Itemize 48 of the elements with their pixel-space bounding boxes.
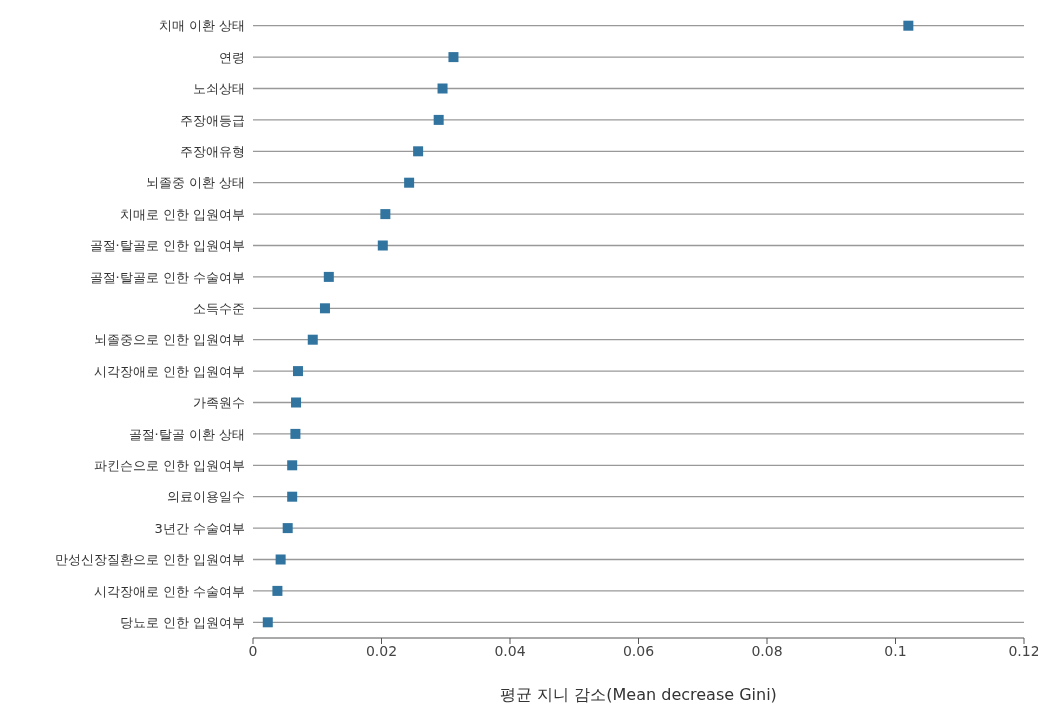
y-tick-label: 치매로 인한 입원여부 bbox=[119, 206, 245, 222]
y-tick-label: 당뇨로 인한 입원여부 bbox=[119, 614, 245, 630]
point bbox=[275, 554, 286, 565]
point bbox=[291, 397, 302, 408]
point bbox=[292, 366, 303, 377]
x-tick-label: 0.08 bbox=[751, 642, 783, 659]
y-tick-label: 골절·탈골로 인한 수술여부 bbox=[89, 269, 245, 285]
point bbox=[319, 303, 330, 314]
y-tick-label: 뇌졸중으로 인한 입원여부 bbox=[93, 332, 245, 348]
point bbox=[307, 334, 318, 345]
point bbox=[448, 52, 459, 63]
y-tick-label: 소득수준 bbox=[193, 300, 245, 316]
y-tick-label: 뇌졸중 이환 상태 bbox=[145, 175, 245, 191]
y-tick-label: 노쇠상태 bbox=[193, 81, 245, 97]
x-tick-label: 0.1 bbox=[884, 642, 907, 659]
y-tick-label: 골절·탈골로 인한 입원여부 bbox=[89, 238, 245, 254]
x-axis-title: 평균 지니 감소(Mean decrease Gini) bbox=[500, 685, 777, 704]
y-tick-label: 주장애등급 bbox=[180, 112, 245, 128]
point bbox=[282, 523, 293, 534]
point bbox=[323, 271, 334, 282]
y-tick-label: 만성신장질환으로 인한 입원여부 bbox=[54, 552, 245, 568]
point bbox=[380, 209, 391, 220]
y-tick-label: 연령 bbox=[219, 49, 245, 65]
point bbox=[262, 617, 273, 628]
y-tick-label: 3년간 수술여부 bbox=[154, 520, 245, 536]
y-tick-label: 가족원수 bbox=[193, 395, 245, 411]
y-tick-label: 골절·탈골 이환 상태 bbox=[128, 426, 245, 442]
y-tick-label: 주장애유형 bbox=[180, 143, 245, 159]
point bbox=[290, 428, 301, 439]
x-tick-label: 0.06 bbox=[622, 642, 655, 659]
x-tick-label: 0.12 bbox=[1008, 642, 1040, 659]
point bbox=[404, 177, 415, 188]
x-tick-label: 0.04 bbox=[494, 642, 526, 659]
y-tick-label: 파킨슨으로 인한 입원여부 bbox=[93, 457, 245, 473]
point bbox=[272, 585, 283, 596]
point bbox=[903, 20, 914, 31]
point bbox=[413, 146, 424, 157]
y-tick-label: 의료이용일수 bbox=[167, 489, 245, 505]
point bbox=[377, 240, 388, 251]
point bbox=[437, 83, 448, 94]
x-tick-label: 0 bbox=[248, 642, 258, 659]
y-tick-label: 시각장애로 인한 수술여부 bbox=[93, 583, 245, 599]
point bbox=[433, 114, 444, 125]
point bbox=[287, 491, 298, 502]
y-tick-label: 시각장애로 인한 입원여부 bbox=[93, 363, 245, 379]
y-tick-label: 치매 이환 상태 bbox=[158, 18, 245, 34]
point bbox=[287, 460, 298, 471]
x-tick-label: 0.02 bbox=[365, 642, 398, 659]
